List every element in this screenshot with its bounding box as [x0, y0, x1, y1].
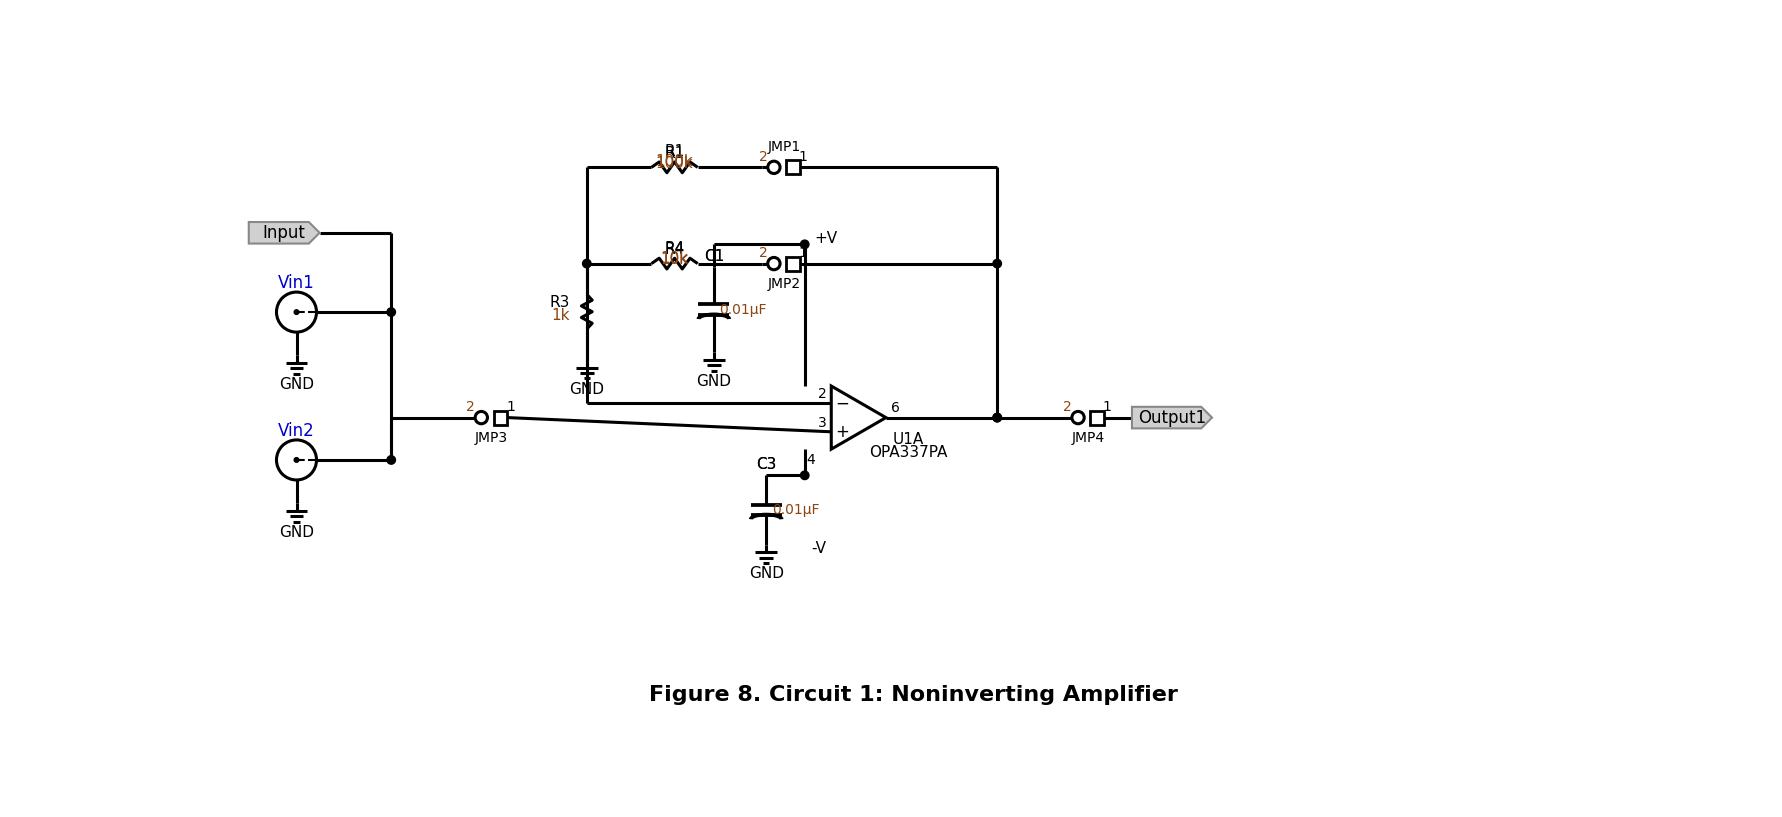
Circle shape [294, 458, 299, 462]
Text: JMP2: JMP2 [768, 277, 800, 291]
Text: GND: GND [280, 525, 314, 540]
Text: R4: R4 [665, 241, 684, 256]
Text: C3: C3 [756, 457, 777, 472]
Circle shape [583, 259, 592, 268]
Text: 6: 6 [891, 401, 900, 415]
Text: 2: 2 [1062, 400, 1071, 413]
Text: 100k: 100k [656, 156, 693, 171]
Circle shape [993, 259, 1001, 268]
Text: 0.01μF: 0.01μF [772, 503, 820, 517]
Text: 1: 1 [1103, 400, 1112, 413]
Bar [494, 411, 508, 425]
Circle shape [294, 310, 299, 315]
Text: 1: 1 [798, 246, 807, 260]
Circle shape [993, 413, 1001, 422]
Text: Input: Input [262, 224, 307, 242]
Text: +V: +V [814, 230, 838, 246]
Text: U1A: U1A [893, 431, 925, 447]
Circle shape [387, 308, 396, 316]
Text: 2: 2 [759, 246, 768, 260]
Text: Output1: Output1 [1139, 408, 1206, 426]
Text: C1: C1 [704, 249, 723, 264]
Text: 10k: 10k [661, 252, 688, 267]
Polygon shape [249, 222, 319, 243]
Text: JMP1: JMP1 [768, 141, 800, 154]
Text: +: + [836, 422, 848, 441]
Text: 2: 2 [818, 387, 827, 401]
Text: C1: C1 [704, 249, 723, 264]
Circle shape [800, 240, 809, 248]
Text: 1: 1 [798, 150, 807, 163]
Text: −: − [836, 395, 848, 413]
Bar [786, 160, 800, 174]
Text: 3: 3 [818, 416, 827, 430]
Text: 100k: 100k [656, 154, 693, 169]
Text: 2: 2 [759, 150, 768, 163]
Bar [786, 257, 800, 270]
Text: R4: R4 [665, 242, 684, 257]
Text: Vin1: Vin1 [278, 274, 315, 292]
Text: 0.01μF: 0.01μF [720, 303, 766, 317]
Circle shape [993, 413, 1001, 422]
Text: Vin2: Vin2 [278, 422, 315, 440]
Text: R3: R3 [549, 295, 570, 310]
Text: GND: GND [280, 377, 314, 392]
Text: JMP4: JMP4 [1071, 431, 1105, 444]
Text: GND: GND [568, 382, 604, 396]
Text: GND: GND [697, 374, 731, 389]
Text: R1: R1 [665, 145, 684, 159]
Polygon shape [1132, 407, 1212, 428]
Text: C3: C3 [756, 457, 777, 472]
Circle shape [800, 471, 809, 480]
Text: JMP3: JMP3 [474, 431, 508, 444]
Text: GND: GND [748, 566, 784, 582]
Text: Figure 8. Circuit 1: Noninverting Amplifier: Figure 8. Circuit 1: Noninverting Amplif… [649, 685, 1178, 705]
Bar [1091, 411, 1105, 425]
Text: 10k: 10k [661, 251, 688, 266]
Text: -V: -V [811, 541, 825, 556]
Text: 1: 1 [506, 400, 515, 413]
Circle shape [387, 456, 396, 464]
Text: 1k: 1k [551, 308, 570, 323]
Text: R1: R1 [665, 146, 684, 161]
Text: 2: 2 [467, 400, 474, 413]
Text: 4: 4 [807, 453, 814, 467]
Text: OPA337PA: OPA337PA [870, 444, 948, 460]
